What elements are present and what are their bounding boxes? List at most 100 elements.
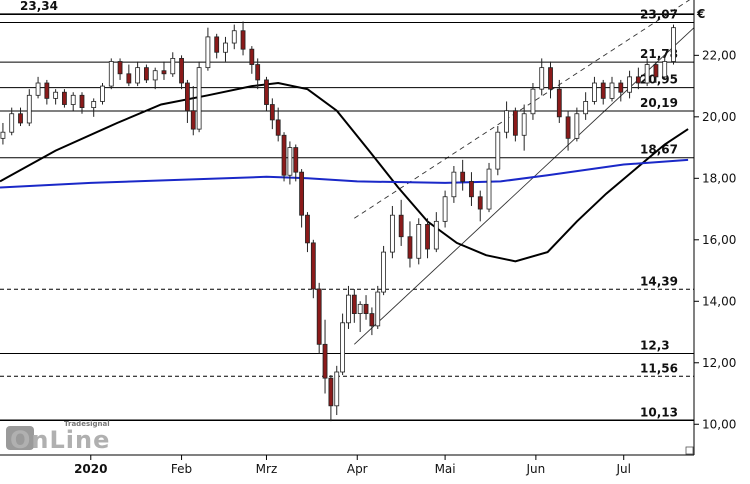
candle-66	[512, 107, 518, 142]
candle-64	[495, 126, 501, 176]
candle-76	[600, 79, 606, 105]
candle-56	[425, 218, 430, 259]
candle-body	[269, 104, 275, 121]
candle-body	[609, 82, 615, 99]
candle-81	[644, 58, 650, 87]
candle-73	[574, 107, 580, 142]
plot-frame	[0, 0, 695, 456]
candle-body	[340, 322, 346, 373]
candle-body	[316, 288, 322, 345]
candle-body	[281, 134, 287, 176]
candle-31	[264, 76, 269, 111]
candle-body	[565, 116, 571, 139]
candle-53	[398, 199, 404, 246]
candle-74	[583, 92, 589, 120]
candle-body	[375, 291, 381, 327]
candle-body	[381, 251, 387, 293]
candle-54	[407, 221, 413, 268]
y-tick-label-3: 16,00	[702, 233, 736, 247]
candle-72	[565, 110, 571, 151]
candle-body	[299, 171, 305, 216]
x-tick-label-0: 2020	[74, 462, 107, 476]
candle-body	[416, 224, 422, 259]
resize-corner	[685, 446, 694, 455]
candle-body	[662, 61, 668, 78]
y-tick-label-6: 22,00	[702, 48, 736, 62]
candle-body	[9, 113, 15, 133]
candle-body	[407, 236, 413, 259]
candle-body	[44, 82, 50, 99]
candle-body	[179, 58, 184, 84]
candle-body	[460, 171, 466, 182]
candle-body	[671, 27, 676, 62]
candle-49	[369, 307, 375, 336]
level-label-2: 21,78	[640, 47, 678, 61]
candle-61	[469, 172, 474, 206]
candle-50	[375, 285, 381, 329]
candle-26	[223, 36, 228, 62]
candle-80	[635, 67, 641, 90]
candle-body	[512, 110, 518, 136]
candle-62	[477, 190, 483, 222]
candle-body	[79, 94, 85, 109]
candle-33	[275, 107, 281, 142]
candle-body	[35, 82, 41, 96]
candle-65	[504, 101, 509, 139]
candle-17	[152, 67, 158, 90]
candle-body	[205, 36, 211, 69]
candle-57	[433, 212, 439, 253]
logo: Tradesignal® OnLine	[6, 418, 117, 454]
candle-13	[117, 58, 123, 80]
level-label-8: 11,56	[640, 361, 678, 375]
candle-body	[231, 30, 237, 44]
level-label-6: 14,39	[640, 274, 678, 288]
candle-23	[196, 61, 202, 133]
y-axis: 10,00 12,00 14,00 16,00 18,00 20,00 22,00	[694, 48, 736, 431]
candle-body	[223, 42, 228, 53]
candle-body	[486, 168, 492, 210]
candle-body	[539, 67, 545, 90]
candle-19	[170, 52, 176, 77]
candle-75	[592, 76, 597, 105]
candle-body	[627, 76, 632, 93]
candle-body	[214, 36, 220, 53]
candle-body	[190, 110, 196, 130]
candle-body	[600, 82, 606, 99]
candle-78	[618, 79, 624, 102]
candle-body	[185, 82, 190, 112]
candle-52	[389, 205, 395, 259]
candle-35	[287, 141, 293, 185]
y-tick-label-0: 10,00	[702, 417, 736, 431]
candle-body	[275, 119, 281, 136]
candle-body	[389, 214, 395, 253]
candle-body	[618, 82, 624, 93]
candle-body	[548, 67, 553, 90]
x-tick-label-1: Feb	[171, 462, 192, 476]
candle-body	[425, 224, 430, 250]
candle-body	[521, 113, 527, 136]
candle-10	[91, 98, 97, 117]
candle-4	[35, 76, 41, 99]
candle-0	[0, 122, 6, 145]
candle-18	[161, 61, 167, 80]
candle-5	[44, 79, 50, 105]
candle-43	[334, 365, 340, 416]
candle-44	[340, 313, 346, 376]
candle-9	[79, 92, 85, 114]
candle-body	[363, 303, 369, 314]
candle-36	[293, 144, 299, 182]
currency-label: €	[696, 7, 705, 21]
candle-3	[26, 89, 32, 127]
candle-body	[196, 67, 202, 130]
level-label-0: 23,34	[20, 0, 58, 13]
candle-body	[398, 214, 404, 238]
x-tick-label-2: Mrz	[256, 462, 278, 476]
candle-8	[70, 92, 76, 111]
candle-11	[100, 83, 105, 105]
level-label-4: 20,19	[640, 96, 678, 110]
x-tick-label-6: Jul	[615, 462, 630, 476]
moving-average-0	[0, 81, 689, 263]
candle-71	[556, 79, 562, 123]
candle-37	[299, 169, 305, 228]
